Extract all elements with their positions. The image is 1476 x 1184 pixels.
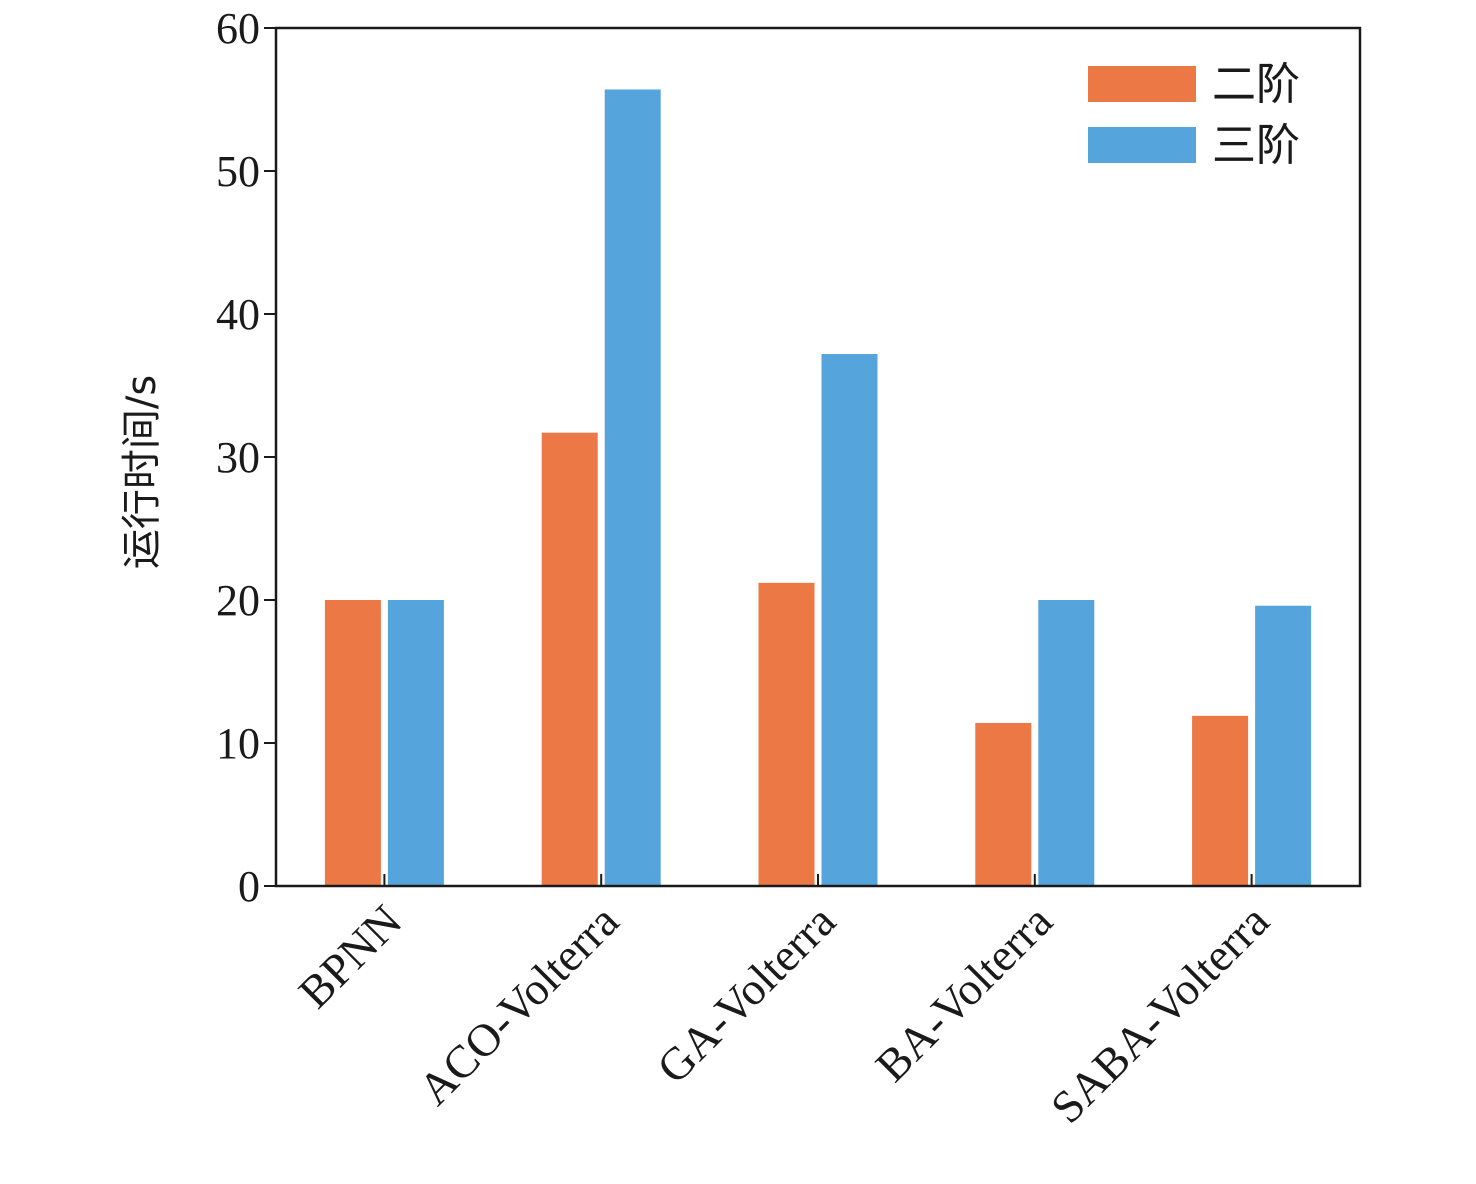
y-tick-label: 40 — [216, 290, 260, 339]
bar-third-order-bpnn: 三阶 BPNN: 20 — [387, 600, 444, 886]
bar-second-order-ga-volterra: 二阶 GA-Volterra: 21.2 — [758, 582, 815, 886]
bar-third-order-saba-volterra: 三阶 SABA-Volterra: 19.6 — [1255, 605, 1312, 886]
y-tick-label: 0 — [238, 862, 260, 911]
bar-third-order-ba-volterra: 三阶 BA-Volterra: 20 — [1038, 600, 1095, 886]
y-tick-label: 20 — [216, 576, 260, 625]
legend-label-third-order: 三阶 — [1212, 120, 1300, 171]
y-tick-label: 60 — [216, 4, 260, 53]
bar-second-order-ba-volterra: 二阶 BA-Volterra: 11.4 — [975, 722, 1032, 886]
y-tick-label: 50 — [216, 147, 260, 196]
y-axis-title: 运行时间/s — [119, 375, 165, 569]
y-tick-label: 30 — [216, 433, 260, 482]
x-tick-label: GA-Volterra — [647, 895, 845, 1093]
legend-swatch-third-order — [1088, 127, 1196, 163]
legend-label-second-order: 二阶 — [1212, 59, 1300, 110]
bars-layer: 二阶 BPNN: 20三阶 BPNN: 20 二阶 ACO-Volterra: 3… — [324, 89, 1312, 887]
legend-swatch-second-order — [1088, 66, 1196, 102]
bar-third-order-ga-volterra: 三阶 GA-Volterra: 37.2 — [821, 354, 878, 886]
bar-third-order-aco-volterra: 三阶 ACO-Volterra: 55.7 — [604, 89, 661, 887]
x-tick-label: BPNN — [289, 895, 412, 1018]
x-tick-label: ACO-Volterra — [409, 895, 629, 1115]
y-tick-label: 10 — [216, 719, 260, 768]
bar-second-order-saba-volterra: 二阶 SABA-Volterra: 11.9 — [1192, 715, 1249, 886]
axes-layer — [264, 26, 1362, 888]
bar-second-order-bpnn: 二阶 BPNN: 20 — [324, 600, 381, 886]
x-tick-label: BA-Volterra — [866, 895, 1062, 1091]
x-tick-label: SABA-Volterra — [1041, 895, 1279, 1133]
bar-second-order-aco-volterra: 二阶 ACO-Volterra: 31.7 — [541, 432, 598, 886]
